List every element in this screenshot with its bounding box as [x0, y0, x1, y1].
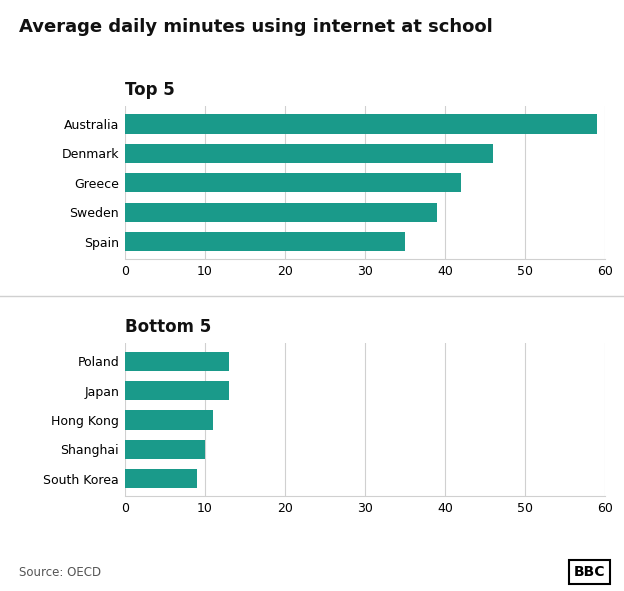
Text: Average daily minutes using internet at school: Average daily minutes using internet at …	[19, 18, 492, 35]
Bar	[125, 440, 205, 459]
Bar	[125, 410, 213, 430]
Bar	[125, 232, 405, 251]
Text: Bottom 5: Bottom 5	[125, 319, 211, 336]
Bar	[125, 115, 597, 134]
Text: Source: OECD: Source: OECD	[19, 566, 101, 579]
Bar	[125, 352, 229, 371]
Bar	[125, 381, 229, 400]
Bar	[125, 144, 493, 163]
Bar	[125, 173, 461, 193]
Bar	[125, 203, 437, 222]
Text: Top 5: Top 5	[125, 82, 175, 99]
Text: BBC: BBC	[574, 565, 605, 579]
Bar	[125, 469, 197, 488]
